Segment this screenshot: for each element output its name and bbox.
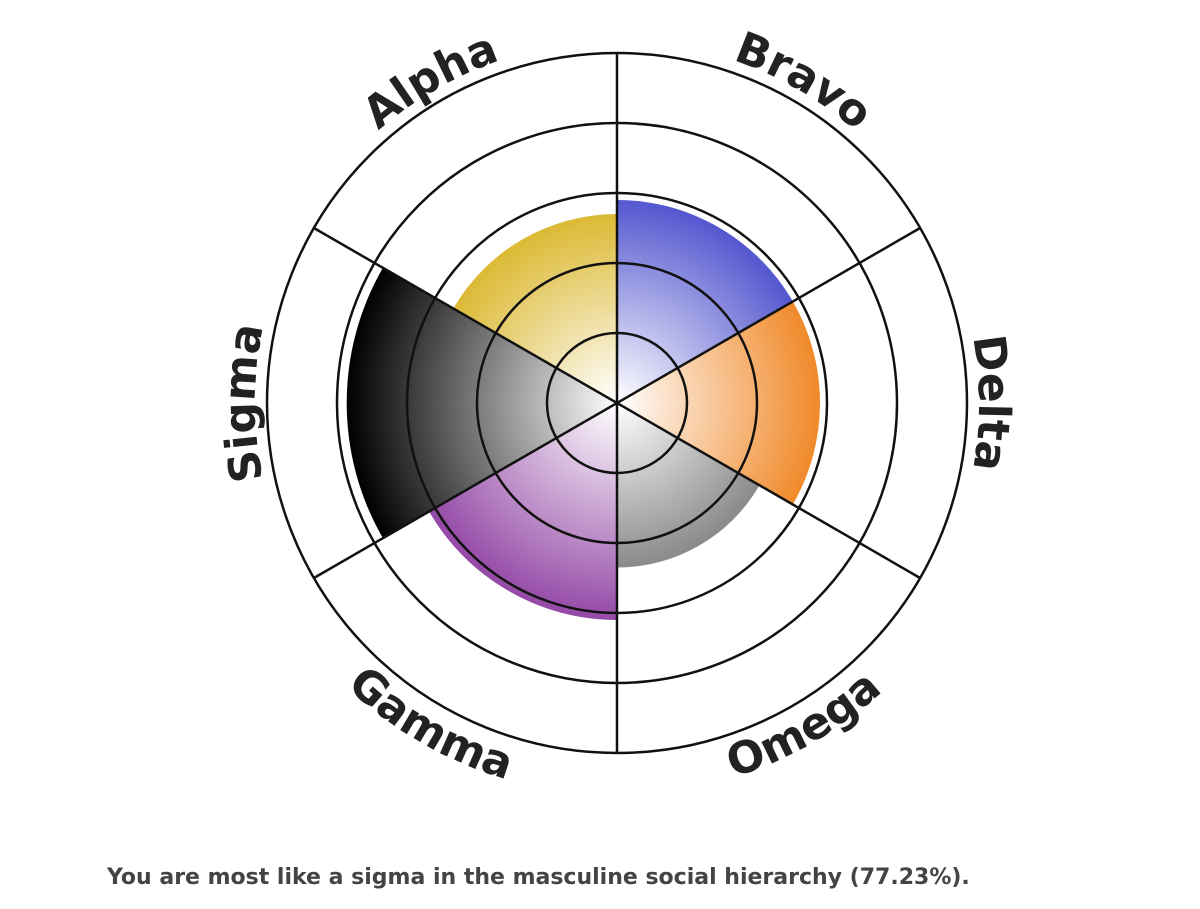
wedge [346, 267, 617, 539]
wedges [346, 200, 820, 620]
wedge [429, 403, 617, 620]
category-label: Sigma [214, 320, 273, 487]
wedge [453, 214, 617, 403]
category-label-path: Omega [720, 661, 891, 788]
result-text: You are most like a sigma in the masculi… [106, 865, 970, 890]
category-label-path: Sigma [214, 320, 273, 487]
wedge [617, 403, 760, 568]
category-label: Delta [962, 332, 1019, 475]
category-label-path: Delta [962, 332, 1019, 475]
category-label: Omega [720, 661, 891, 788]
category-label: Gamma [339, 657, 520, 790]
grid [265, 51, 969, 755]
wedge [617, 200, 793, 403]
wedge [617, 301, 820, 505]
category-label-path: Gamma [339, 657, 520, 790]
spoke [313, 226, 921, 580]
